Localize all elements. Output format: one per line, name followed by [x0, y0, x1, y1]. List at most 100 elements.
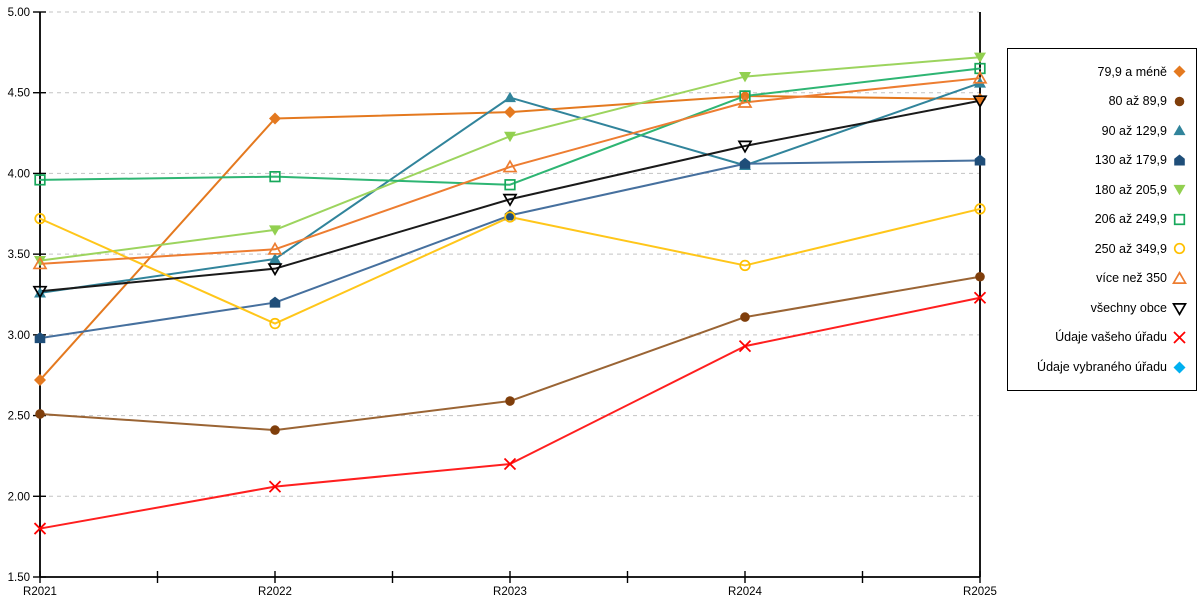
legend-item: 80 až 89,9 — [1012, 94, 1187, 109]
legend-triangle-up-icon — [1172, 270, 1187, 284]
data-point-marker — [34, 332, 46, 344]
legend-item: 250 až 349,9 — [1012, 241, 1187, 256]
y-tick-label: 2.00 — [8, 491, 30, 503]
y-tick-label: 4.00 — [8, 168, 30, 180]
data-point-marker — [737, 94, 753, 108]
data-point-marker — [737, 140, 753, 154]
legend-item: 180 až 205,9 — [1012, 182, 1187, 197]
data-point-marker — [269, 225, 281, 236]
data-point-marker — [34, 374, 46, 387]
y-tick-label: 5.00 — [8, 7, 30, 19]
legend-diamond-icon — [1173, 361, 1186, 374]
data-point-marker — [1172, 302, 1187, 316]
data-point-marker — [269, 171, 281, 183]
data-point-marker — [738, 340, 752, 353]
data-point-marker — [268, 480, 282, 493]
data-point-marker — [1173, 185, 1186, 196]
data-point-marker — [972, 70, 988, 84]
legend-label: více než 350 — [1096, 271, 1167, 286]
x-tick-label: R2024 — [728, 586, 762, 598]
y-tick-label: 4.50 — [8, 88, 30, 100]
data-point-marker — [504, 211, 516, 223]
data-point-marker — [739, 90, 751, 102]
data-point-marker — [1173, 243, 1186, 255]
legend-label: 180 až 205,9 — [1094, 182, 1167, 197]
legend-triangle-up-icon — [1173, 125, 1186, 136]
data-point-marker — [267, 241, 283, 255]
data-point-marker — [33, 522, 47, 535]
data-point-marker — [974, 203, 986, 215]
y-tick-label: 1.50 — [8, 572, 30, 584]
series-line — [39, 56, 981, 262]
series-line — [39, 77, 981, 265]
series-line — [39, 275, 981, 432]
legend-label: 130 až 179,9 — [1094, 153, 1167, 168]
data-point-marker — [1173, 65, 1186, 78]
legend-triangle-down-icon — [1172, 302, 1187, 316]
data-point-marker — [269, 296, 281, 308]
data-point-marker — [505, 396, 515, 406]
legend-label: všechny obce — [1090, 300, 1167, 315]
data-point-marker — [34, 174, 46, 186]
legend-pentagon-icon — [1174, 154, 1185, 166]
legend-label: Údaje vašeho úřadu — [1055, 330, 1167, 345]
data-point-marker — [32, 256, 48, 270]
data-point-marker — [502, 159, 518, 173]
legend-item: všechny obce — [1012, 301, 1187, 316]
legend-item: Údaje vybraného úřadu — [1012, 360, 1187, 375]
data-point-marker — [34, 287, 46, 298]
data-point-marker — [974, 154, 986, 166]
data-point-marker — [35, 409, 45, 419]
legend-item: více než 350 — [1012, 270, 1187, 286]
y-tick-label: 3.00 — [8, 330, 30, 342]
data-point-marker — [267, 263, 283, 277]
y-tick-label: 2.50 — [8, 411, 30, 423]
data-point-marker — [1173, 361, 1186, 374]
data-point-marker — [739, 259, 751, 272]
data-point-marker — [1174, 96, 1185, 107]
data-point-marker — [975, 271, 985, 282]
data-point-marker — [1174, 154, 1185, 166]
legend-item: 90 až 129,9 — [1012, 123, 1187, 138]
legend-label: Údaje vybraného úřadu — [1037, 359, 1167, 374]
legend-diamond-icon — [1173, 65, 1186, 78]
legend-label: 250 až 349,9 — [1094, 241, 1167, 256]
data-point-marker — [972, 95, 988, 109]
legend-label: 90 až 129,9 — [1101, 123, 1167, 138]
series-line — [39, 207, 981, 325]
data-point-marker — [270, 425, 280, 435]
legend-x-icon — [1173, 331, 1186, 344]
data-point-marker — [32, 285, 48, 299]
data-point-marker — [1172, 270, 1187, 284]
series-line — [39, 67, 981, 186]
series-line — [39, 99, 981, 293]
data-point-marker — [269, 112, 281, 125]
legend-circle-icon — [1174, 96, 1185, 107]
data-point-marker — [504, 91, 516, 103]
data-point-marker — [1173, 125, 1186, 136]
x-tick-label: R2021 — [23, 586, 57, 598]
data-point-marker — [973, 291, 987, 304]
data-point-marker — [504, 106, 516, 119]
data-point-marker — [504, 179, 516, 191]
data-point-marker — [503, 457, 517, 471]
data-point-marker — [34, 256, 46, 267]
legend-item: 206 až 249,9 — [1012, 212, 1187, 227]
legend-label: 79,9 a méně — [1097, 64, 1168, 79]
data-point-marker — [502, 193, 518, 207]
data-point-marker — [740, 312, 750, 322]
data-point-marker — [269, 253, 281, 264]
x-tick-label: R2025 — [963, 586, 997, 598]
data-point-marker — [269, 317, 281, 330]
legend-label: 80 až 89,9 — [1108, 94, 1167, 109]
legend-triangle-down-icon — [1173, 185, 1186, 196]
legend-item: Údaje vašeho úřadu — [1012, 330, 1187, 345]
data-point-marker — [974, 52, 986, 63]
legend-item: 130 až 179,9 — [1012, 153, 1187, 168]
legend-item: 79,9 a méně — [1012, 64, 1187, 79]
data-point-marker — [1173, 213, 1186, 226]
series-line — [39, 296, 981, 530]
legend-square-icon — [1173, 213, 1186, 226]
